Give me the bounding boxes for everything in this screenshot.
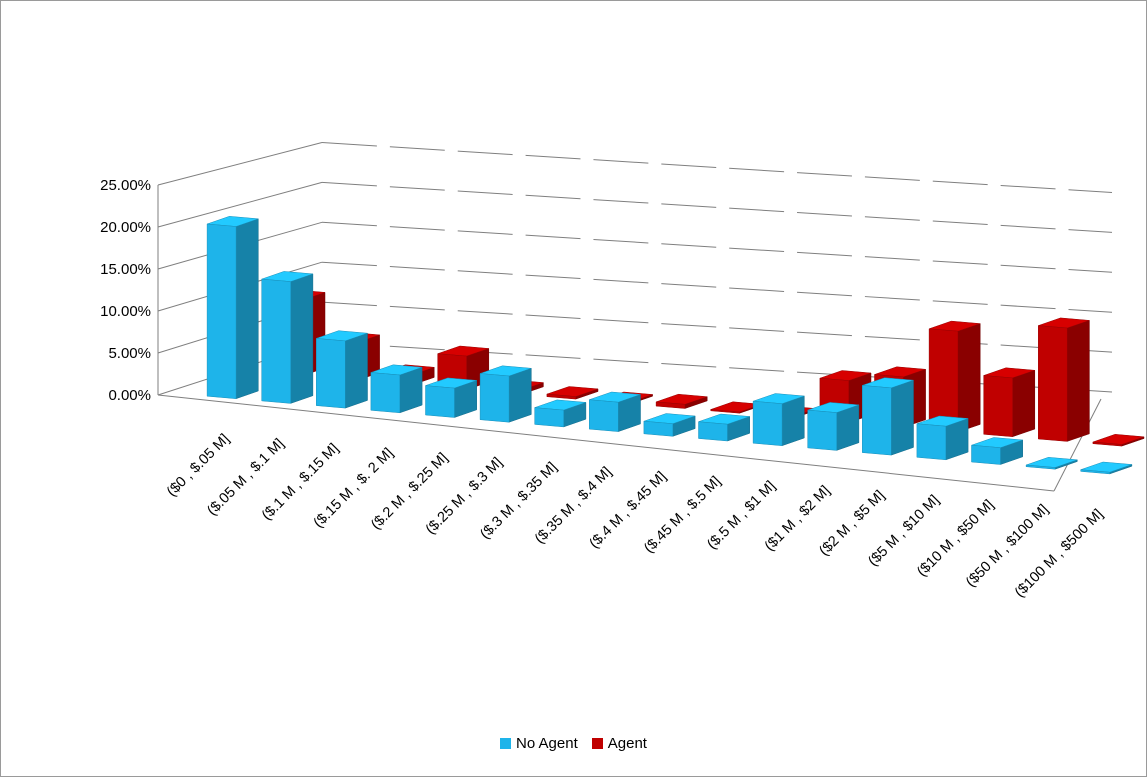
back-gridline	[321, 181, 1113, 233]
legend-label-agent: Agent	[607, 735, 647, 752]
back-gridline	[321, 261, 1113, 313]
bars-layer	[206, 216, 1145, 475]
y-tick-label: 10.00%	[100, 303, 151, 320]
agent-bar	[655, 393, 708, 409]
legend-item-agent: Agent	[591, 735, 647, 752]
no-agent-bar	[206, 216, 259, 400]
y-tick-label: 15.00%	[100, 261, 151, 278]
floor-right-edge	[1053, 398, 1102, 492]
no-agent-bar	[916, 415, 969, 461]
legend: No Agent Agent	[1, 735, 1146, 752]
agent-bar	[1092, 434, 1145, 447]
no-agent-bar	[1080, 461, 1133, 475]
back-gridline	[321, 142, 1113, 193]
side-gridline	[157, 142, 323, 186]
side-gridline	[157, 181, 323, 228]
y-tick-label: 25.00%	[100, 177, 151, 194]
no-agent-bar	[261, 271, 314, 404]
no-agent-bar	[698, 413, 750, 442]
no-agent-bar	[862, 377, 914, 456]
legend-swatch-agent	[591, 738, 603, 749]
no-agent-bar	[807, 402, 860, 451]
agent-bar	[1038, 317, 1090, 442]
agent-bar	[546, 386, 599, 400]
no-agent-bar	[589, 391, 641, 432]
back-gridline	[321, 221, 1113, 273]
agent-bar	[928, 320, 981, 433]
y-tick-label: 0.00%	[108, 387, 151, 404]
x-axis-ticks: ($0 , $.05 M]($.05 M , $.1 M]($.1 M , $.…	[164, 431, 1106, 601]
legend-label-no-agent: No Agent	[516, 735, 578, 752]
no-agent-bar	[534, 399, 587, 428]
y-tick-label: 5.00%	[108, 345, 151, 362]
no-agent-bar	[479, 365, 532, 423]
no-agent-bar	[370, 364, 423, 414]
no-agent-bar	[425, 377, 477, 418]
x-axis-line	[157, 394, 1055, 492]
y-tick-label: 20.00%	[100, 219, 151, 236]
agent-bar	[983, 367, 1036, 438]
no-agent-bar	[1025, 457, 1078, 470]
no-agent-bar	[643, 413, 696, 437]
no-agent-bar	[971, 437, 1023, 465]
legend-swatch-no-agent	[500, 738, 512, 749]
legend-item-no-agent: No Agent	[500, 735, 578, 752]
chart-floor	[157, 394, 1102, 492]
back-gridline	[321, 301, 1113, 353]
no-agent-bar	[752, 393, 805, 447]
y-axis-ticks: 0.00% 5.00% 10.00% 15.00% 20.00% 25.00%	[100, 177, 151, 404]
no-agent-bar	[316, 330, 368, 409]
